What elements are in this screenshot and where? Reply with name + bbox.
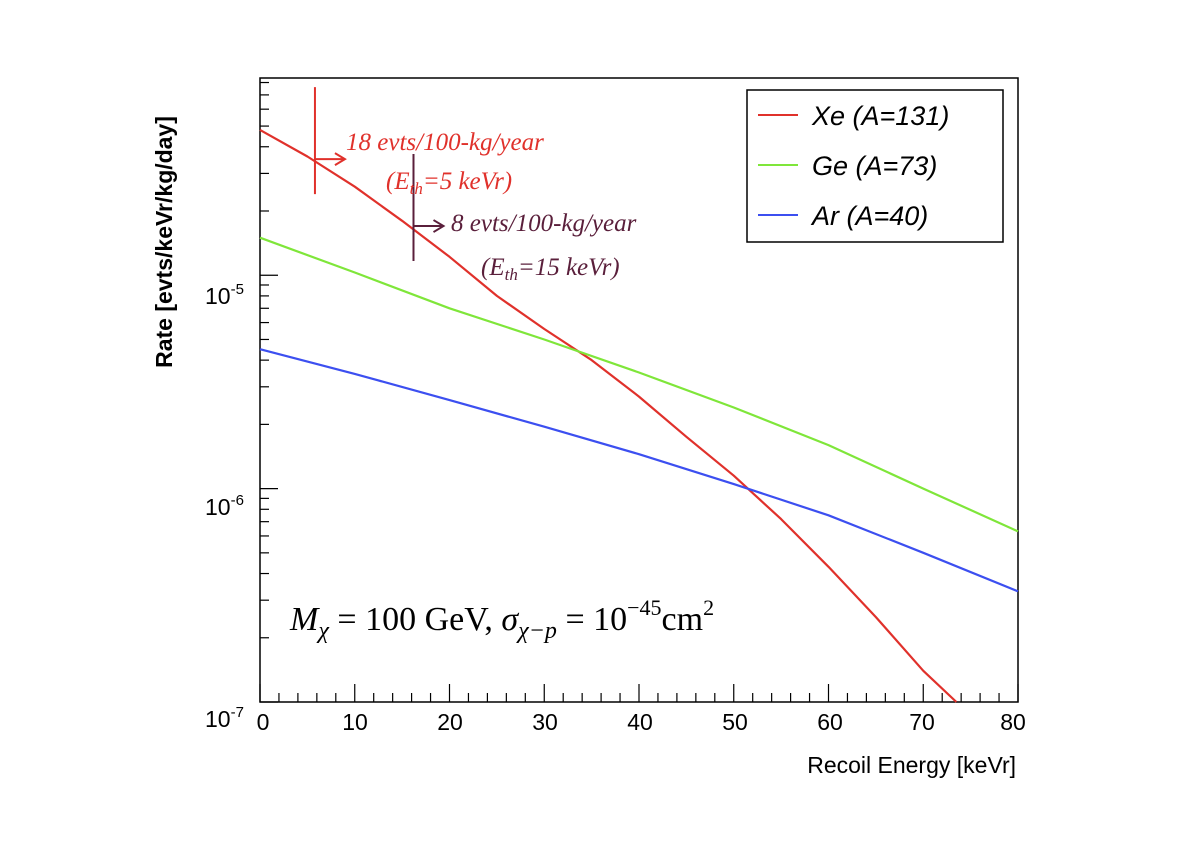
x-tick-label: 40 — [627, 709, 653, 735]
annotation-threshold-5kev: (Eth=5 keVr) — [386, 168, 512, 198]
annotation-5kev: 18 evts/100-kg/year (Eth=5 keVr) — [346, 129, 544, 198]
x-tick-labels: 0 10 20 30 40 50 60 70 80 — [257, 709, 1026, 735]
legend: Xe (A=131) Ge (A=73) Ar (A=40) — [746, 89, 1004, 243]
annotation-rate-15kev: 8 evts/100-kg/year — [451, 210, 637, 237]
series-lines — [259, 128, 1019, 703]
legend-label-ar: Ar (A=40) — [810, 201, 928, 231]
x-tick-label: 0 — [257, 709, 270, 735]
threshold-arrowhead-0 — [334, 152, 347, 166]
threshold-arrowhead-1 — [432, 219, 446, 233]
annotation-15kev: 8 evts/100-kg/year (Eth=15 keVr) — [451, 210, 637, 284]
x-tick-label: 10 — [342, 709, 368, 735]
x-tick-label: 50 — [722, 709, 748, 735]
x-tick-label: 30 — [532, 709, 558, 735]
y-tick-label: 10-5 — [205, 281, 244, 309]
x-tick-label: 20 — [437, 709, 463, 735]
y-tick-label: 10-6 — [205, 492, 244, 520]
legend-label-ge: Ge (A=73) — [812, 151, 937, 181]
x-tick-label: 70 — [909, 709, 935, 735]
y-tick-label: 10-7 — [205, 704, 244, 732]
x-axis-title: Recoil Energy [keVr] — [807, 752, 1016, 778]
x-tick-label: 80 — [1000, 709, 1026, 735]
series-line-2 — [259, 348, 1019, 593]
parameters-formula: Mχ = 100 GeV, σχ−p = 10−45cm2 — [289, 595, 714, 644]
axis-ticks — [259, 81, 1019, 703]
annotation-rate-5kev: 18 evts/100-kg/year — [346, 129, 544, 156]
series-line-0 — [259, 128, 958, 703]
x-tick-label: 60 — [817, 709, 843, 735]
y-axis-title: Rate [evts/keVr/kg/day] — [151, 116, 177, 368]
y-tick-labels: 10-7 10-6 10-5 — [205, 281, 244, 732]
threshold-markers — [313, 87, 446, 262]
annotation-threshold-15kev: (Eth=15 keVr) — [481, 254, 620, 284]
series-line-1 — [259, 236, 1019, 533]
legend-label-xe: Xe (A=131) — [811, 101, 949, 131]
